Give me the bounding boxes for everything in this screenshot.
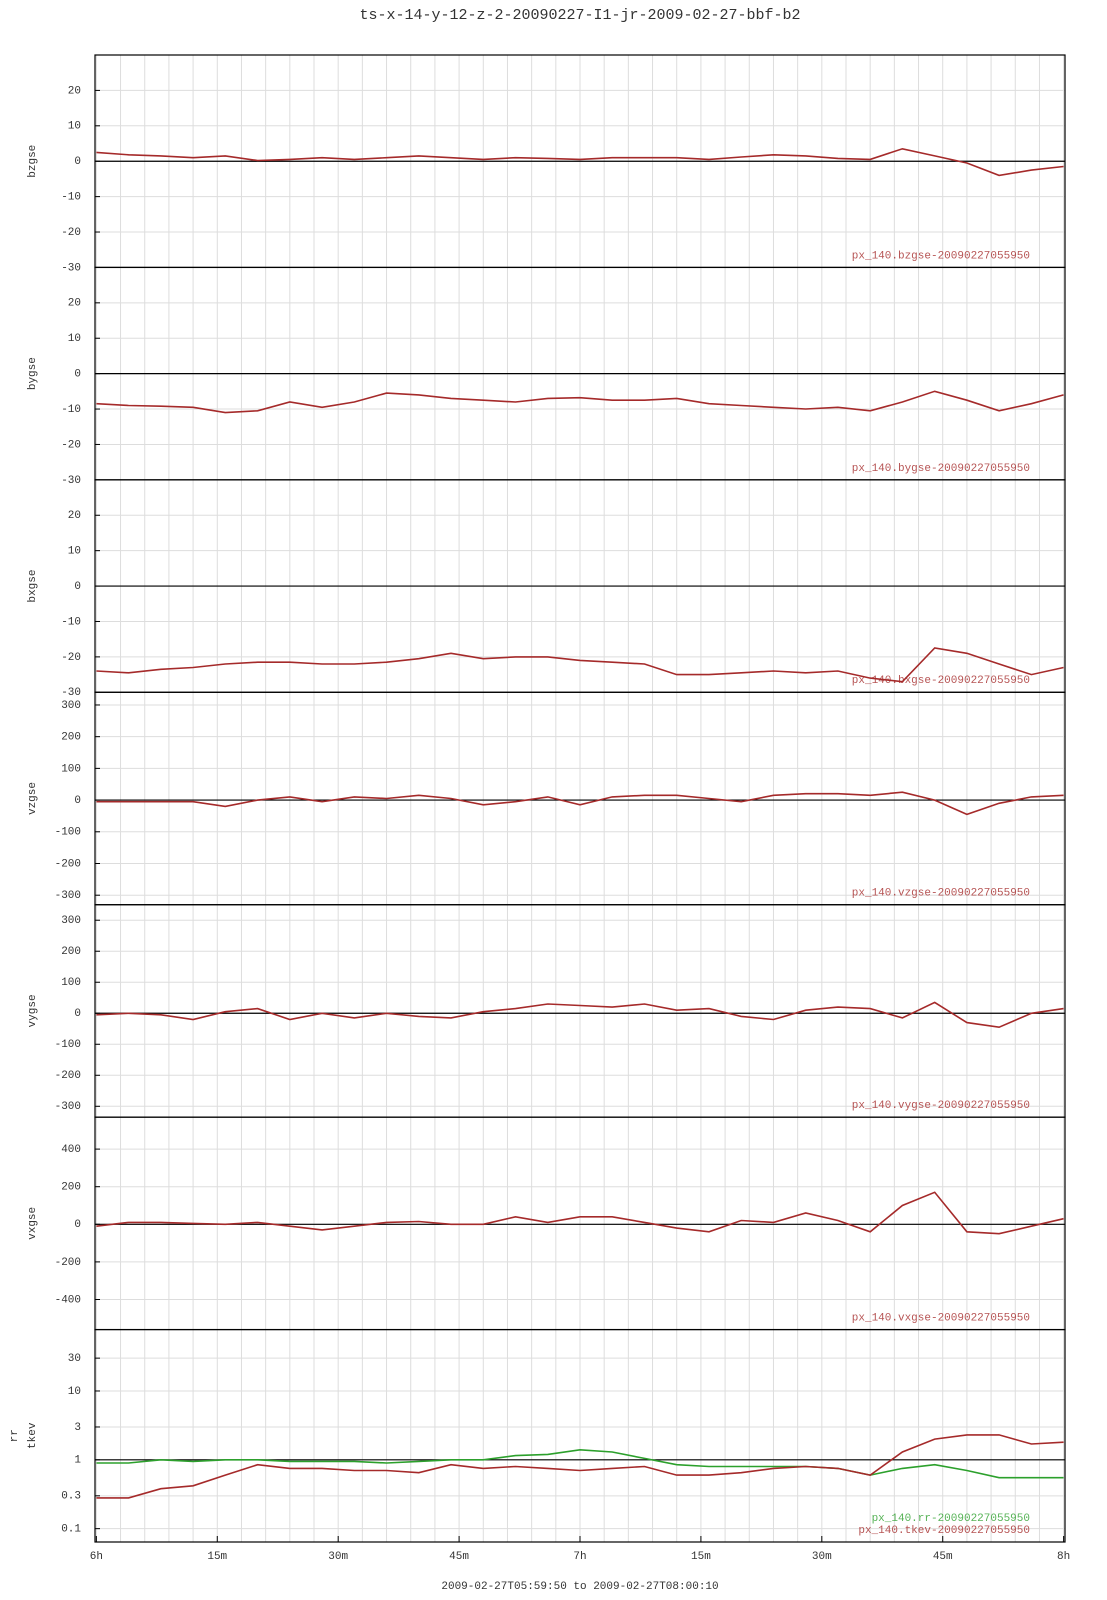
y-tick-label: -30 xyxy=(61,475,81,487)
y-tick-label: 0 xyxy=(74,795,81,807)
y-tick-label: 300 xyxy=(61,700,81,712)
y-tick-label: 3 xyxy=(74,1422,81,1434)
series-label: px_140.vxgse-20090227055950 xyxy=(852,1312,1030,1324)
y-tick-label: 20 xyxy=(68,85,81,97)
y-tick-label: 200 xyxy=(61,1182,81,1194)
x-tick-label: 45m xyxy=(933,1551,953,1563)
y-tick-label: 0 xyxy=(74,581,81,593)
y-tick-label: -200 xyxy=(55,1257,81,1269)
chart-title: ts-x-14-y-12-z-2-20090227-I1-jr-2009-02-… xyxy=(359,7,800,24)
y-tick-label: 0 xyxy=(74,1219,81,1231)
y-tick-label: -20 xyxy=(61,652,81,664)
y-tick-label: 30 xyxy=(68,1353,81,1365)
y-tick-label: -300 xyxy=(55,890,81,902)
y-tick-label: -30 xyxy=(61,262,81,274)
y-tick-label: 0 xyxy=(74,156,81,168)
y-tick-label: -200 xyxy=(55,858,81,870)
series-line xyxy=(96,147,1064,177)
y-tick-label: 200 xyxy=(61,946,81,958)
series-label: px_140.tkev-20090227055950 xyxy=(858,1525,1030,1537)
series-label: px_140.bzgse-20090227055950 xyxy=(852,250,1030,262)
series-label: px_140.vzgse-20090227055950 xyxy=(852,888,1030,900)
y-tick-label: 300 xyxy=(61,915,81,927)
y-axis-label: bygse xyxy=(27,357,39,390)
y-tick-label: 200 xyxy=(61,732,81,744)
y-tick-label: 10 xyxy=(68,333,81,345)
y-tick-label: -100 xyxy=(55,827,81,839)
series-label: px_140.vygse-20090227055950 xyxy=(852,1100,1030,1112)
y-tick-label: -10 xyxy=(61,192,81,204)
y-axis-label: rr xyxy=(9,1429,21,1442)
y-tick-label: 10 xyxy=(68,546,81,558)
series-line xyxy=(96,1434,1064,1499)
y-tick-label: -200 xyxy=(55,1070,81,1082)
series-line xyxy=(96,1001,1064,1029)
y-axis-label: vxgse xyxy=(27,1207,39,1240)
x-tick-label: 7h xyxy=(573,1551,586,1563)
series-line xyxy=(96,647,1064,683)
series-label: px_140.bxgse-20090227055950 xyxy=(852,675,1030,687)
y-axis-label: bzgse xyxy=(27,145,39,178)
y-tick-label: 0.1 xyxy=(61,1524,81,1536)
x-tick-label: 30m xyxy=(328,1551,348,1563)
y-axis-label: tkev xyxy=(27,1422,39,1449)
y-tick-label: -20 xyxy=(61,439,81,451)
y-tick-label: 100 xyxy=(61,977,81,989)
y-tick-label: -100 xyxy=(55,1039,81,1051)
x-axis-label: 2009-02-27T05:59:50 to 2009-02-27T08:00:… xyxy=(441,1581,718,1593)
series-line xyxy=(96,791,1064,816)
y-tick-label: -10 xyxy=(61,616,81,628)
x-tick-label: 15m xyxy=(207,1551,227,1563)
y-axis-label: vygse xyxy=(27,994,39,1027)
y-tick-label: 0 xyxy=(74,1008,81,1020)
y-tick-label: 20 xyxy=(68,510,81,522)
y-tick-label: 10 xyxy=(68,1386,81,1398)
y-tick-label: -400 xyxy=(55,1294,81,1306)
y-tick-label: 10 xyxy=(68,121,81,133)
y-tick-label: -20 xyxy=(61,227,81,239)
y-axis-label: bxgse xyxy=(27,570,39,603)
y-tick-label: -10 xyxy=(61,404,81,416)
x-tick-label: 30m xyxy=(812,1551,832,1563)
y-tick-label: -30 xyxy=(61,687,81,699)
series-line xyxy=(96,1191,1064,1235)
x-tick-label: 45m xyxy=(449,1551,469,1563)
y-tick-label: 400 xyxy=(61,1144,81,1156)
series-label: px_140.bygse-20090227055950 xyxy=(852,463,1030,475)
x-tick-label: 8h xyxy=(1057,1551,1070,1563)
y-tick-label: 1 xyxy=(74,1455,81,1467)
x-tick-label: 15m xyxy=(691,1551,711,1563)
y-tick-label: 20 xyxy=(68,298,81,310)
series-label: px_140.rr-20090227055950 xyxy=(872,1513,1030,1525)
y-tick-label: -300 xyxy=(55,1101,81,1113)
y-tick-label: 0 xyxy=(74,369,81,381)
x-tick-label: 6h xyxy=(90,1551,103,1563)
series-line xyxy=(96,1448,1064,1479)
y-tick-label: 100 xyxy=(61,763,81,775)
y-tick-label: 0.3 xyxy=(61,1491,81,1503)
series-line xyxy=(96,390,1064,414)
y-axis-label: vzgse xyxy=(27,782,39,815)
